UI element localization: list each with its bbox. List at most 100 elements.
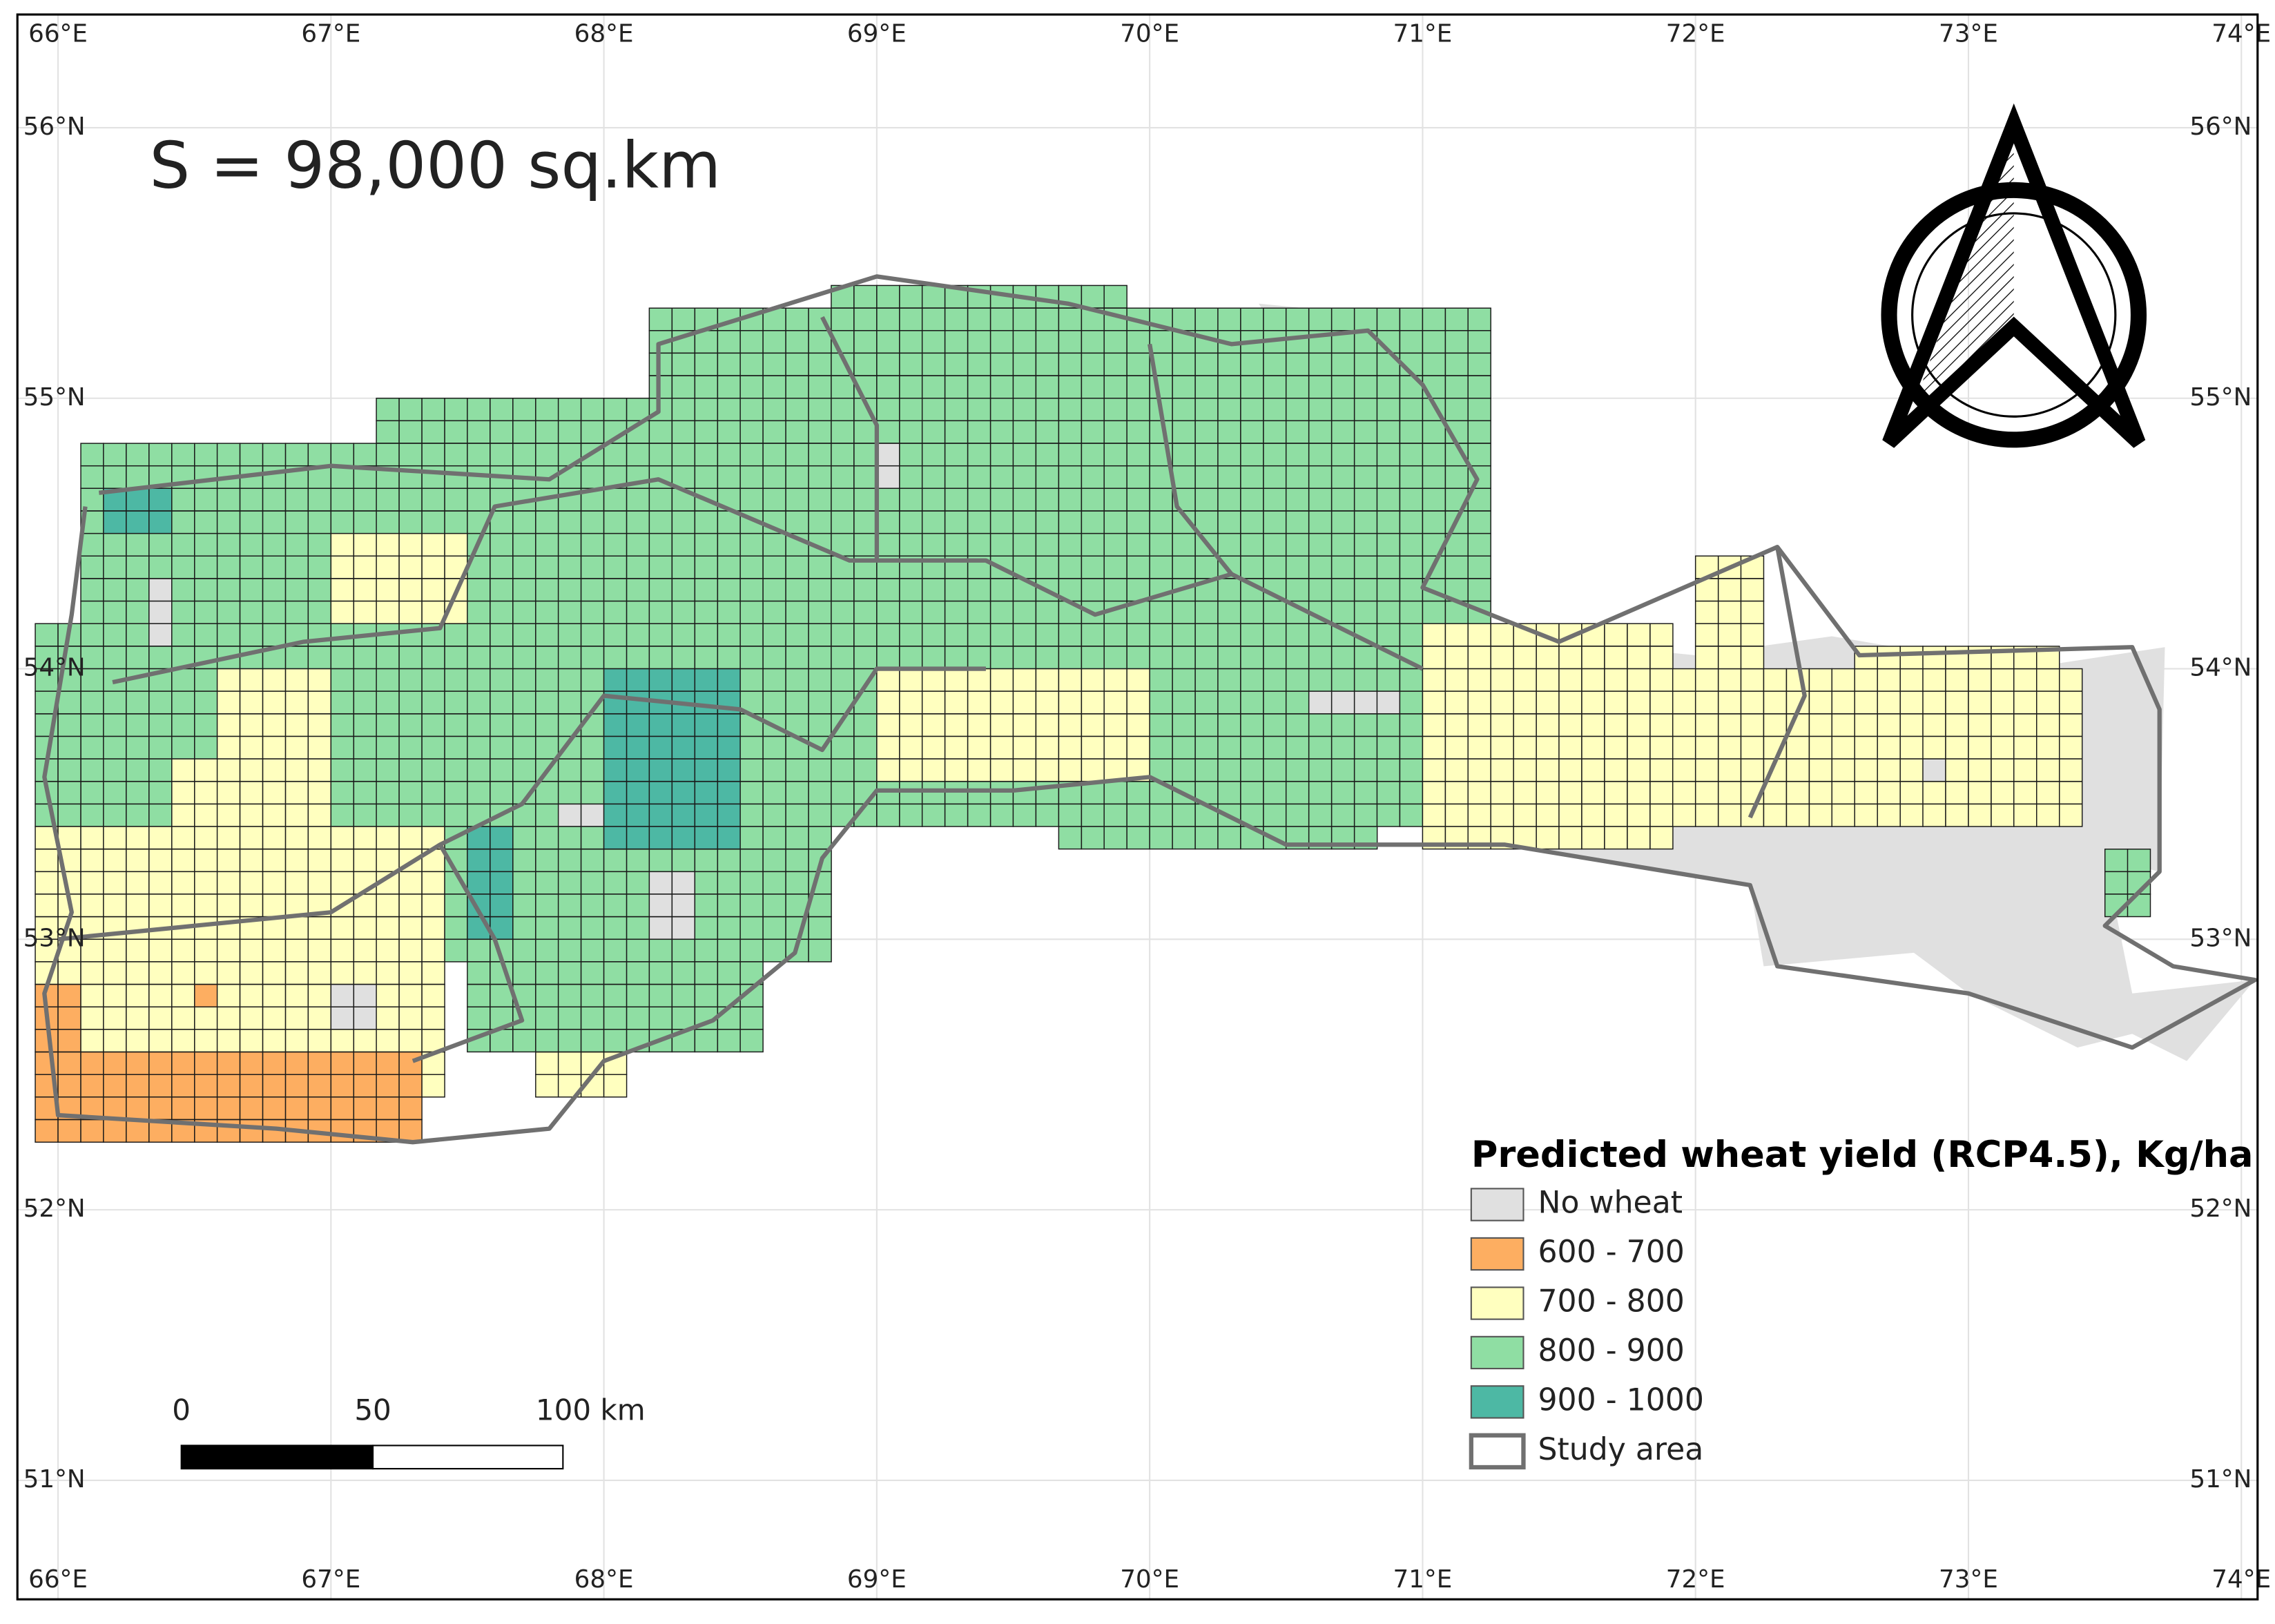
yield-cell — [1467, 443, 1491, 467]
yield-cell — [1399, 510, 1424, 534]
yield-cell — [1194, 758, 1219, 782]
yield-cell — [1649, 623, 1674, 647]
yield-cell — [262, 735, 287, 760]
yield-cell — [126, 1051, 150, 1075]
yield-cell — [1353, 646, 1378, 670]
yield-cell — [1694, 623, 1719, 647]
yield-cell — [1899, 758, 1924, 782]
yield-cell — [148, 1096, 173, 1121]
yield-cell — [239, 532, 264, 557]
yield-cell — [626, 758, 650, 782]
yield-cell — [1263, 668, 1287, 692]
yield-cell — [808, 487, 832, 512]
yield-cell — [1103, 465, 1127, 490]
yield-cell — [944, 578, 969, 602]
yield-cell — [899, 735, 923, 760]
yield-cell — [1035, 758, 1060, 782]
yield-cell — [1194, 375, 1219, 399]
yield-cell — [603, 983, 628, 1008]
yield-cell — [1081, 735, 1105, 760]
yield-cell — [717, 781, 742, 805]
yield-cell — [239, 487, 264, 512]
yield-cell — [194, 938, 218, 963]
yield-cell — [1217, 578, 1241, 602]
yield-cell — [1285, 690, 1310, 715]
yield-cell — [1694, 735, 1719, 760]
yield-cell — [307, 781, 332, 805]
yield-cell — [717, 871, 742, 895]
yield-cell — [353, 510, 378, 534]
yield-cell — [762, 849, 786, 873]
yield-cell — [785, 465, 809, 490]
yield-cell — [1353, 735, 1378, 760]
yield-cell — [580, 713, 605, 737]
yield-cell — [1717, 803, 1742, 827]
yield-cell — [535, 690, 559, 715]
yield-cell — [808, 623, 832, 647]
yield-cell — [1240, 398, 1264, 422]
yield-cell — [103, 803, 127, 827]
yield-cell — [1103, 735, 1127, 760]
yield-cell — [262, 758, 287, 782]
yield-cell — [1467, 375, 1491, 399]
yield-cell — [512, 758, 536, 782]
yield-cell — [1172, 735, 1196, 760]
yield-cell — [648, 938, 673, 963]
yield-cell — [717, 443, 742, 467]
yield-cell — [580, 849, 605, 873]
yield-cell — [284, 871, 309, 895]
yield-cell — [739, 938, 764, 963]
yield-cell — [808, 375, 832, 399]
yield-cell — [1353, 578, 1378, 602]
yield-cell — [512, 398, 536, 422]
yield-cell — [626, 600, 650, 624]
legend-swatch — [1470, 1286, 1524, 1320]
yield-cell — [1330, 420, 1355, 444]
yield-cell — [1399, 758, 1424, 782]
yield-cell — [808, 600, 832, 624]
yield-cell — [785, 871, 809, 895]
yield-cell — [717, 893, 742, 918]
yield-cell — [944, 623, 969, 647]
yield-cell — [967, 398, 991, 422]
yield-cell — [694, 916, 719, 940]
yield-cell — [1740, 600, 1765, 624]
yield-cell — [444, 510, 468, 534]
yield-cell — [103, 1051, 127, 1075]
yield-cell — [421, 465, 445, 490]
yield-cell — [262, 1051, 287, 1075]
yield-cell — [921, 578, 946, 602]
yield-cell — [739, 487, 764, 512]
yield-cell — [1740, 713, 1765, 737]
yield-cell — [1353, 690, 1378, 715]
yield-cell — [1012, 330, 1037, 354]
yield-cell — [216, 781, 241, 805]
yield-cell — [1081, 330, 1105, 354]
yield-cell — [444, 668, 468, 692]
yield-cell — [626, 646, 650, 670]
yield-cell — [398, 983, 423, 1008]
yield-cell — [1217, 735, 1241, 760]
yield-cell — [739, 623, 764, 647]
yield-cell — [148, 826, 173, 850]
yield-cell — [239, 578, 264, 602]
yield-cell — [1353, 375, 1378, 399]
yield-cell — [1877, 646, 1901, 670]
yield-cell — [1103, 487, 1127, 512]
yield-cell — [785, 555, 809, 579]
yield-cell — [1081, 713, 1105, 737]
yield-cell — [307, 826, 332, 850]
yield-cell — [194, 781, 218, 805]
yield-cell — [1399, 623, 1424, 647]
yield-cell — [694, 443, 719, 467]
yield-cell — [2058, 803, 2083, 827]
yield-cell — [1694, 758, 1719, 782]
lon-tick-label: 68°E — [574, 19, 634, 48]
yield-cell — [1126, 623, 1150, 647]
yield-cell — [80, 623, 104, 647]
yield-cell — [216, 961, 241, 985]
yield-cell — [626, 803, 650, 827]
yield-cell — [1376, 532, 1401, 557]
yield-cell — [1444, 398, 1469, 422]
scale-segment — [372, 1444, 564, 1470]
